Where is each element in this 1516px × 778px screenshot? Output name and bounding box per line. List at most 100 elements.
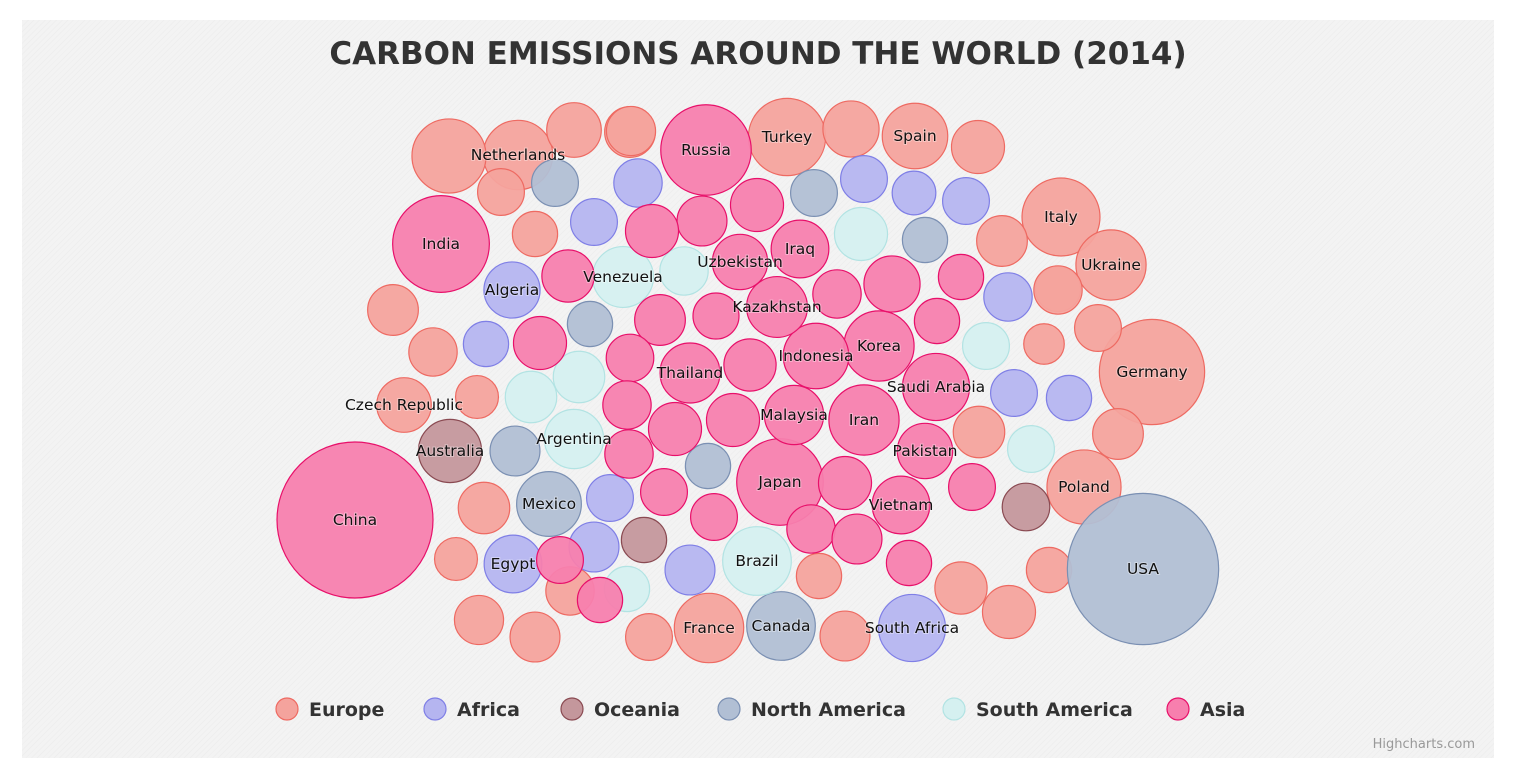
bubble-north-america-7[interactable] bbox=[489, 425, 541, 477]
bubble-south-america-3[interactable] bbox=[833, 206, 889, 262]
bubble-asia-32[interactable] bbox=[639, 468, 688, 517]
bubble-europe-13[interactable] bbox=[950, 119, 1006, 175]
bubble-germany[interactable] bbox=[1098, 318, 1206, 426]
bubble-south-africa[interactable] bbox=[877, 593, 947, 663]
bubble-europe-32[interactable] bbox=[509, 611, 561, 663]
bubble-asia-15[interactable] bbox=[729, 177, 785, 233]
bubble-pakistan[interactable] bbox=[896, 422, 954, 480]
bubble-asia-35[interactable] bbox=[817, 455, 873, 511]
bubble-europe-29[interactable] bbox=[795, 552, 843, 600]
bubble-europe-36[interactable] bbox=[605, 105, 657, 157]
bubble-europe-35[interactable] bbox=[981, 584, 1037, 640]
bubble-south-america-6[interactable] bbox=[552, 350, 606, 404]
bubble-europe-12[interactable] bbox=[822, 100, 880, 158]
bubble-algeria[interactable] bbox=[483, 261, 541, 319]
bubble-usa[interactable] bbox=[1066, 492, 1220, 646]
bubble-indonesia[interactable] bbox=[782, 322, 850, 390]
bubble-asia-37[interactable] bbox=[885, 539, 933, 587]
bubble-africa-14[interactable] bbox=[664, 544, 716, 596]
bubble-asia-23[interactable] bbox=[937, 253, 985, 301]
bubble-africa-6[interactable] bbox=[891, 170, 937, 216]
bubble-africa-7[interactable] bbox=[941, 177, 990, 226]
bubble-asia-36[interactable] bbox=[831, 513, 883, 565]
bubble-africa-5[interactable] bbox=[839, 155, 888, 204]
bubble-uzbekistan[interactable] bbox=[711, 233, 769, 291]
bubble-europe-37[interactable] bbox=[1033, 265, 1083, 315]
bubble-europe-14[interactable] bbox=[477, 168, 526, 217]
bubble-europe-16[interactable] bbox=[976, 215, 1028, 267]
bubble-oceania-1[interactable] bbox=[620, 516, 668, 564]
bubble-brazil[interactable] bbox=[722, 526, 792, 596]
bubble-spain[interactable] bbox=[881, 102, 949, 170]
bubble-europe-33[interactable] bbox=[624, 612, 673, 661]
bubble-saudi-arabia[interactable] bbox=[901, 352, 971, 422]
bubble-europe-21[interactable] bbox=[1023, 323, 1065, 365]
bubble-europe-10[interactable] bbox=[546, 102, 602, 158]
legend-item-europe[interactable]: Europe bbox=[275, 697, 384, 721]
bubble-russia[interactable] bbox=[660, 104, 752, 196]
bubble-iraq[interactable] bbox=[770, 219, 830, 279]
bubble-europe-26[interactable] bbox=[433, 536, 479, 582]
bubble-south-america-4[interactable] bbox=[659, 246, 709, 296]
bubble-africa-4[interactable] bbox=[569, 198, 618, 247]
bubble-italy[interactable] bbox=[1021, 177, 1101, 257]
bubble-iran[interactable] bbox=[828, 384, 900, 456]
bubble-asia-26[interactable] bbox=[723, 338, 777, 392]
bubble-asia-27[interactable] bbox=[913, 297, 961, 345]
bubble-asia-17[interactable] bbox=[624, 203, 680, 259]
bubble-south-america-7[interactable] bbox=[504, 370, 558, 424]
bubble-asia-19[interactable] bbox=[634, 294, 686, 346]
bubble-asia-20[interactable] bbox=[692, 292, 740, 340]
bubble-europe-20[interactable] bbox=[408, 327, 458, 377]
bubble-kazakhstan[interactable] bbox=[745, 275, 809, 339]
bubble-asia-25[interactable] bbox=[605, 333, 655, 383]
bubble-france[interactable] bbox=[673, 592, 745, 664]
bubble-africa-12[interactable] bbox=[585, 474, 634, 523]
bubble-australia[interactable] bbox=[417, 418, 483, 484]
bubble-asia-33[interactable] bbox=[689, 493, 738, 542]
bubble-mexico[interactable] bbox=[516, 471, 582, 537]
bubble-europe-23[interactable] bbox=[1092, 408, 1144, 460]
bubble-argentina[interactable] bbox=[543, 408, 605, 470]
bubble-africa-9[interactable] bbox=[462, 320, 510, 368]
bubble-north-america-4[interactable] bbox=[789, 169, 838, 218]
bubble-china[interactable] bbox=[276, 441, 434, 599]
bubble-asia-34[interactable] bbox=[786, 504, 836, 554]
bubble-europe-34[interactable] bbox=[819, 610, 871, 662]
bubble-europe-31[interactable] bbox=[453, 594, 505, 646]
bubble-europe-19[interactable] bbox=[1073, 304, 1122, 353]
bubble-canada[interactable] bbox=[746, 591, 816, 661]
bubble-asia-28[interactable] bbox=[602, 380, 652, 430]
legend-item-africa[interactable]: Africa bbox=[423, 697, 520, 721]
bubble-north-america-8[interactable] bbox=[684, 442, 732, 490]
bubble-ukraine[interactable] bbox=[1075, 229, 1147, 301]
bubble-europe-25[interactable] bbox=[457, 481, 511, 535]
bubble-europe-9[interactable] bbox=[411, 118, 487, 194]
bubble-europe-30[interactable] bbox=[934, 561, 988, 615]
bubble-north-america-6[interactable] bbox=[566, 300, 614, 348]
bubble-europe-15[interactable] bbox=[511, 210, 559, 258]
bubble-asia-30[interactable] bbox=[705, 392, 761, 448]
bubble-vietnam[interactable] bbox=[871, 475, 931, 535]
bubble-malaysia[interactable] bbox=[763, 384, 825, 446]
bubble-africa-11[interactable] bbox=[1045, 374, 1093, 422]
bubble-south-america-5[interactable] bbox=[961, 322, 1010, 371]
bubble-europe-22[interactable] bbox=[454, 374, 500, 420]
credits-link[interactable]: Highcharts.com bbox=[1373, 737, 1475, 752]
bubble-africa-3[interactable] bbox=[613, 158, 663, 208]
bubble-asia-39[interactable] bbox=[576, 576, 624, 624]
bubble-north-america-3[interactable] bbox=[531, 159, 580, 208]
legend-item-asia[interactable]: Asia bbox=[1166, 697, 1245, 721]
bubble-asia-38[interactable] bbox=[947, 463, 996, 512]
bubble-asia-21[interactable] bbox=[812, 269, 862, 319]
bubble-north-america-5[interactable] bbox=[901, 216, 949, 264]
bubble-czech-republic[interactable] bbox=[376, 377, 432, 433]
bubble-europe-24[interactable] bbox=[952, 405, 1006, 459]
legend-item-south-america[interactable]: South America bbox=[942, 697, 1133, 721]
bubble-asia-16[interactable] bbox=[676, 195, 728, 247]
bubble-europe-28[interactable] bbox=[1025, 546, 1073, 594]
bubble-asia-31[interactable] bbox=[604, 429, 654, 479]
legend-item-north-america[interactable]: North America bbox=[717, 697, 906, 721]
bubble-south-america-8[interactable] bbox=[1006, 425, 1055, 474]
bubble-africa-8[interactable] bbox=[983, 272, 1033, 322]
